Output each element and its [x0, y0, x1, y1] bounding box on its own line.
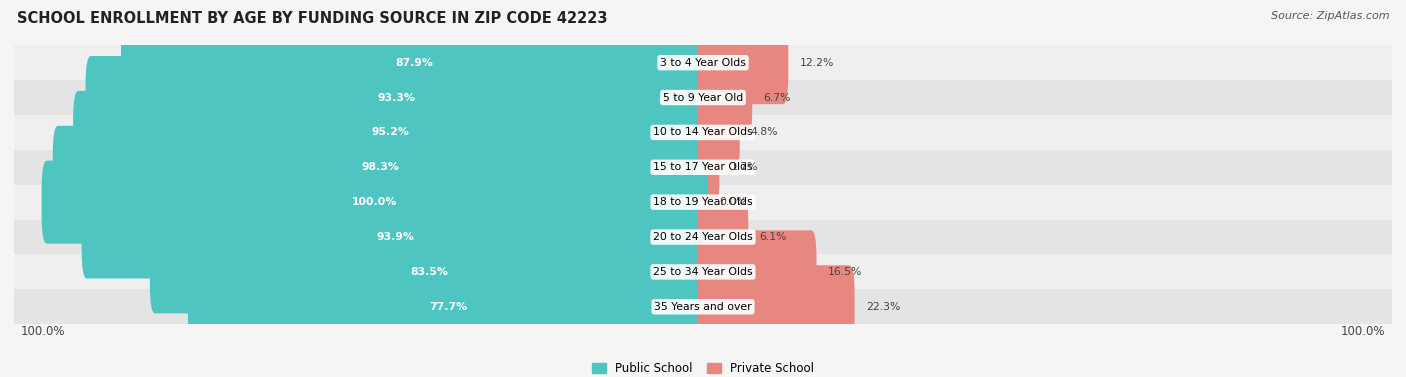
Text: Source: ZipAtlas.com: Source: ZipAtlas.com	[1271, 11, 1389, 21]
FancyBboxPatch shape	[82, 196, 709, 279]
FancyBboxPatch shape	[73, 91, 709, 174]
Text: SCHOOL ENROLLMENT BY AGE BY FUNDING SOURCE IN ZIP CODE 42223: SCHOOL ENROLLMENT BY AGE BY FUNDING SOUR…	[17, 11, 607, 26]
FancyBboxPatch shape	[697, 21, 789, 104]
Text: 87.9%: 87.9%	[395, 58, 433, 68]
FancyBboxPatch shape	[697, 196, 748, 279]
FancyBboxPatch shape	[53, 126, 709, 209]
Legend: Public School, Private School: Public School, Private School	[586, 357, 820, 377]
Text: 16.5%: 16.5%	[828, 267, 862, 277]
Text: 100.0%: 100.0%	[353, 197, 398, 207]
Bar	[14, 254, 1392, 290]
FancyBboxPatch shape	[697, 230, 817, 313]
Text: 6.7%: 6.7%	[763, 92, 790, 103]
Text: 3 to 4 Year Olds: 3 to 4 Year Olds	[659, 58, 747, 68]
FancyBboxPatch shape	[697, 265, 855, 348]
Text: 6.1%: 6.1%	[759, 232, 787, 242]
Text: 15 to 17 Year Olds: 15 to 17 Year Olds	[654, 162, 752, 172]
FancyBboxPatch shape	[188, 265, 709, 348]
FancyBboxPatch shape	[697, 56, 752, 139]
Bar	[14, 115, 1392, 150]
Text: 18 to 19 Year Olds: 18 to 19 Year Olds	[654, 197, 752, 207]
Bar	[14, 290, 1392, 324]
Text: 12.2%: 12.2%	[800, 58, 834, 68]
Text: 100.0%: 100.0%	[21, 325, 65, 338]
Bar	[14, 219, 1392, 254]
Bar	[14, 150, 1392, 185]
Text: 93.3%: 93.3%	[378, 92, 416, 103]
Text: 95.2%: 95.2%	[371, 127, 409, 138]
Text: 100.0%: 100.0%	[1341, 325, 1385, 338]
Text: 22.3%: 22.3%	[866, 302, 900, 312]
Bar	[14, 185, 1392, 219]
Text: 0.0%: 0.0%	[720, 197, 747, 207]
Text: 77.7%: 77.7%	[429, 302, 467, 312]
FancyBboxPatch shape	[697, 126, 720, 209]
Text: 10 to 14 Year Olds: 10 to 14 Year Olds	[654, 127, 752, 138]
FancyBboxPatch shape	[121, 21, 709, 104]
Text: 20 to 24 Year Olds: 20 to 24 Year Olds	[654, 232, 752, 242]
Text: 93.9%: 93.9%	[375, 232, 413, 242]
FancyBboxPatch shape	[150, 230, 709, 313]
Text: 83.5%: 83.5%	[411, 267, 449, 277]
Text: 1.7%: 1.7%	[731, 162, 758, 172]
Text: 35 Years and over: 35 Years and over	[654, 302, 752, 312]
Text: 4.8%: 4.8%	[751, 127, 779, 138]
FancyBboxPatch shape	[42, 161, 709, 244]
FancyBboxPatch shape	[86, 56, 709, 139]
Text: 25 to 34 Year Olds: 25 to 34 Year Olds	[654, 267, 752, 277]
Bar	[14, 80, 1392, 115]
Bar	[14, 45, 1392, 80]
Text: 5 to 9 Year Old: 5 to 9 Year Old	[662, 92, 744, 103]
Text: 98.3%: 98.3%	[361, 162, 399, 172]
FancyBboxPatch shape	[697, 91, 740, 174]
